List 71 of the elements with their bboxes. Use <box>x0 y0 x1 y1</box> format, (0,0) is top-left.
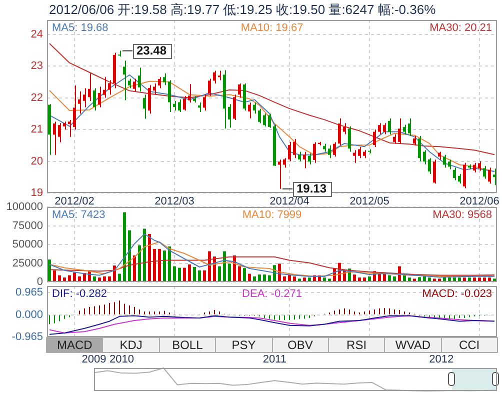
bar <box>128 230 131 282</box>
text: MA30: 20.21 <box>430 22 492 34</box>
bar <box>123 212 126 282</box>
y-tick-label: 20 <box>30 155 43 168</box>
bar <box>138 245 141 282</box>
bar <box>178 268 181 282</box>
bar <box>353 274 356 282</box>
bar <box>143 228 146 282</box>
bar <box>418 277 421 282</box>
bar <box>198 270 201 282</box>
bar <box>218 266 221 282</box>
chart-title: 2012/06/06 开:19.58 高:19.77 低:19.25 收:19.50 量:6247 幅:-0.36% <box>49 1 436 19</box>
series-label: DEA: -0.271 <box>242 288 302 300</box>
y-tick-label: 24 <box>30 28 43 40</box>
bar <box>203 270 206 282</box>
text: MA5: 19.68 <box>52 22 108 34</box>
x-tick-label: 2012/02 <box>54 196 94 208</box>
x-tick-label: 2012/05 <box>350 196 390 208</box>
text: MA5: 7423 <box>52 209 106 222</box>
bar <box>53 270 56 282</box>
y-tick-label: 0.000 <box>15 308 43 321</box>
x-tick-label: 2012 <box>429 353 454 366</box>
tab-button: PSY <box>215 337 272 353</box>
x-tick-label: 2012/03 <box>154 196 194 208</box>
bar <box>193 267 196 282</box>
text: MA30: 9568 <box>432 209 492 222</box>
bar <box>163 250 166 282</box>
bar <box>173 266 176 282</box>
tab-button: KDJ <box>102 337 160 353</box>
x-tick-label: 2010 <box>110 353 134 366</box>
y-tick-label: 22 <box>30 92 43 104</box>
text: MA10: 19.67 <box>240 22 304 34</box>
tab-button: MACD <box>46 337 104 353</box>
bar <box>118 274 121 282</box>
y-tick-label: 0 <box>36 276 43 288</box>
y-tick-label: 19 <box>30 187 43 200</box>
tab-button: BOLL <box>158 337 216 353</box>
bar <box>188 264 191 282</box>
bar <box>158 249 161 282</box>
annotation: 23.48 <box>136 44 167 58</box>
y-tick-label: 23 <box>30 60 43 72</box>
series-label: MACD: -0.023 <box>422 288 492 300</box>
series-label: DIF: -0.282 <box>52 288 108 300</box>
bar <box>248 274 251 282</box>
bar <box>238 266 241 282</box>
tab-button: WVAD <box>384 337 442 353</box>
annotation: 19.13 <box>296 182 327 196</box>
y-tick-label: 50000 <box>12 238 43 251</box>
bar <box>183 268 186 282</box>
bar <box>228 264 231 282</box>
tab-button: CCI <box>440 337 498 353</box>
bar <box>48 260 51 282</box>
x-tick-label: 2012/04 <box>270 196 310 208</box>
bar <box>153 249 156 282</box>
tab-button: OBV <box>272 337 329 353</box>
x-tick-label: 2011 <box>262 353 286 366</box>
y-tick-label: 25000 <box>12 257 43 270</box>
y-tick-label: 75000 <box>12 220 43 232</box>
x-tick-label: 2012/06 <box>460 196 500 208</box>
y-tick-label: -0.965 <box>12 331 43 344</box>
tab-button: RSI <box>328 337 386 353</box>
bar <box>263 274 266 282</box>
y-tick-label: 0.965 <box>15 286 43 299</box>
x-tick-label: 2009 <box>82 353 106 366</box>
y-tick-label: 21 <box>30 124 43 136</box>
bar <box>148 234 151 282</box>
y-tick-label: 100000 <box>6 201 43 214</box>
bar <box>243 268 246 282</box>
bar <box>258 274 261 282</box>
bar <box>73 272 76 282</box>
text: MA10: 7999 <box>242 209 302 222</box>
